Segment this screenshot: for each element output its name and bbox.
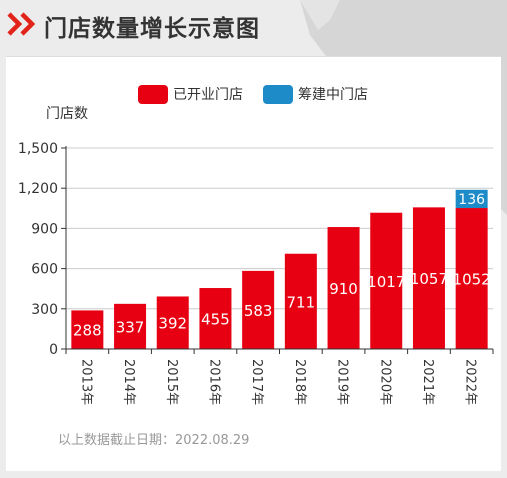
x-tick-label: 2022年 [463, 359, 478, 405]
x-tick-label: 2019年 [335, 359, 350, 405]
x-tick-label: 2017年 [249, 359, 264, 405]
legend-item-opened[interactable]: 已开业门店 [138, 84, 243, 104]
bar-opened [71, 310, 104, 349]
bar-label-opened: 288 [73, 322, 102, 340]
x-tick-label: 2013年 [78, 359, 93, 405]
bar-opened [199, 288, 232, 349]
bar-label-opened: 392 [158, 315, 187, 333]
x-tick-label: 2020年 [377, 359, 392, 405]
bar-label-opened: 1052 [453, 271, 491, 289]
x-tick-label: 2016年 [206, 359, 221, 405]
x-tick-label: 2021年 [420, 359, 435, 405]
y-tick-label: 600 [31, 262, 58, 278]
y-tick-label: 900 [31, 221, 58, 237]
page-header: 门店数量增长示意图 [0, 0, 507, 52]
bar-label-building: 136 [458, 192, 485, 208]
page-title: 门店数量增长示意图 [44, 16, 260, 42]
bar-opened [114, 303, 147, 349]
double-chevron-right-icon [7, 12, 36, 36]
bar-opened [156, 296, 189, 349]
legend-swatch-opened [138, 84, 168, 104]
x-tick-label: 2015年 [164, 359, 179, 405]
y-tick-label: 0 [49, 342, 58, 358]
data-date-footnote: 以上数据截止日期：2022.08.29 [58, 433, 250, 448]
bar-opened [327, 227, 360, 349]
bar-label-opened: 1017 [367, 273, 405, 291]
x-tick-label: 2014年 [121, 359, 136, 405]
legend-label-building: 筹建中门店 [298, 87, 368, 103]
bar-building [455, 189, 488, 209]
y-tick-label: 300 [31, 302, 58, 318]
bar-opened [370, 212, 403, 349]
bar-opened [412, 207, 445, 349]
legend-label-opened: 已开业门店 [173, 87, 243, 103]
bar-label-opened: 583 [244, 302, 273, 320]
legend-swatch-building [263, 84, 293, 104]
bar-label-opened: 1057 [410, 270, 448, 288]
bar-opened [242, 270, 275, 349]
x-tick-label: 2018年 [292, 359, 307, 405]
y-tick-label: 1,200 [18, 181, 58, 197]
bar-opened [455, 208, 488, 349]
bar-label-opened: 910 [329, 280, 358, 298]
bar-label-opened: 337 [116, 318, 145, 336]
bar-label-opened: 455 [201, 311, 230, 329]
y-axis-title: 门店数 [46, 106, 88, 122]
bar-opened [284, 253, 317, 349]
legend-item-building[interactable]: 筹建中门店 [263, 84, 368, 104]
bar-label-opened: 711 [287, 293, 316, 311]
y-tick-label: 1,500 [18, 141, 58, 157]
